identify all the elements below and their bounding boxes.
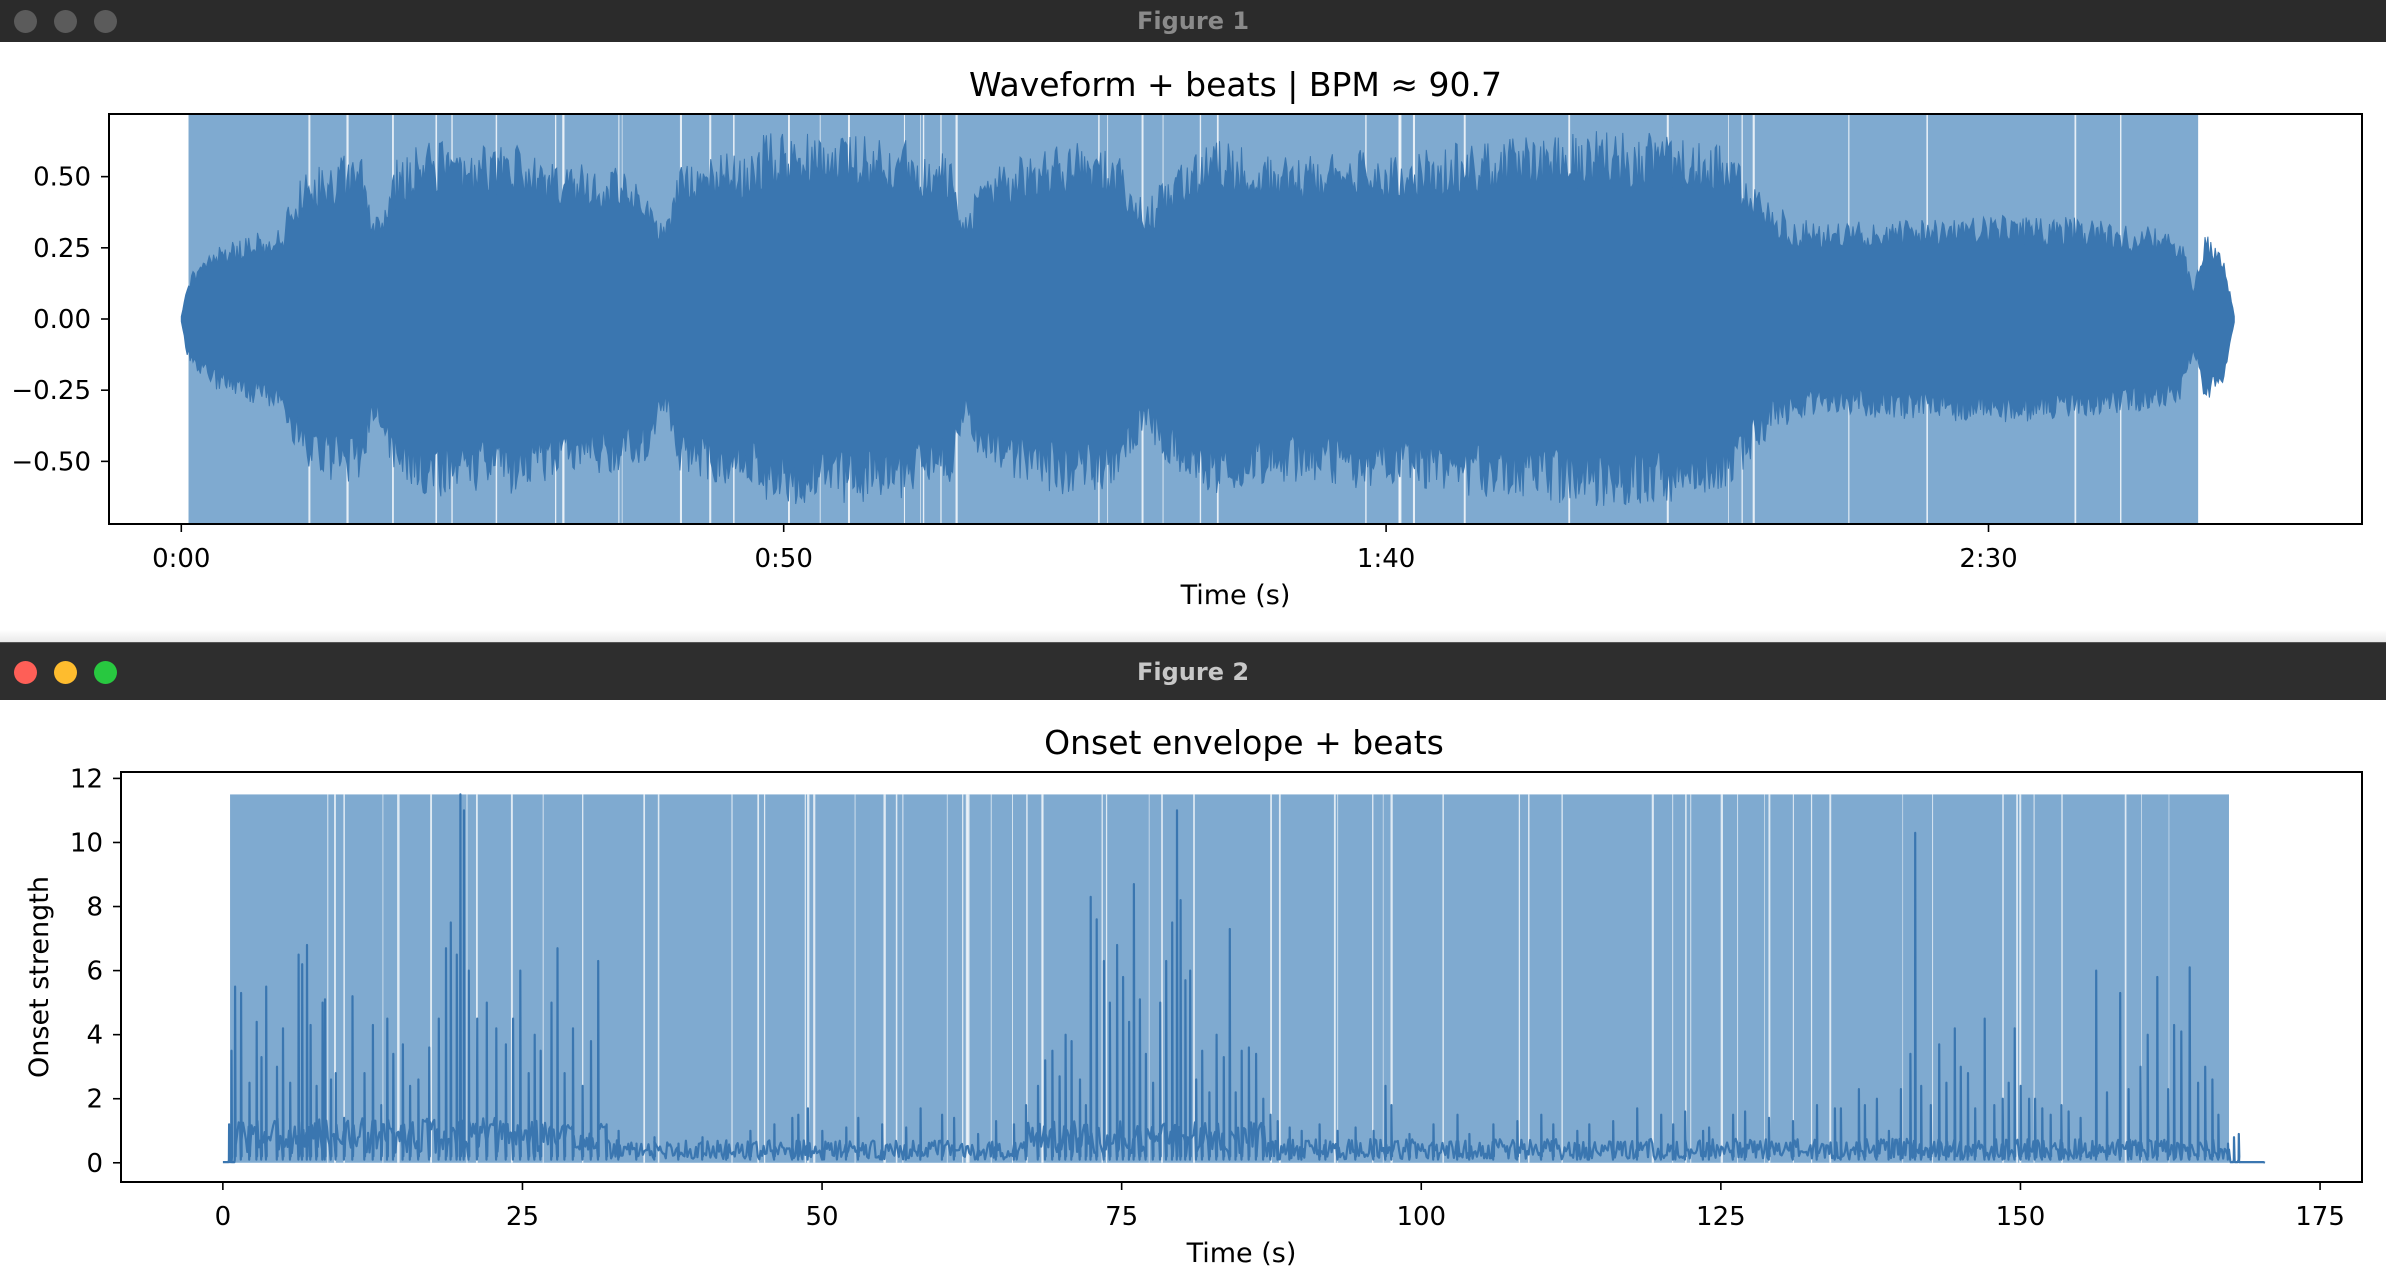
zoom-window-button[interactable] [94,9,117,33]
y-tick-label: 10 [70,828,103,858]
minimize-window-button[interactable] [54,660,77,684]
y-axis: 0 2 4 6 8 10 12 [70,764,121,1179]
window-controls [14,643,117,701]
window-divider [0,630,2386,642]
axes-frame [120,771,2363,1183]
x-tick-label: 1:40 [1357,544,1415,574]
y-tick-label: 4 [86,1021,103,1051]
y-tick-label: 0.50 [33,163,91,193]
y-tick-label: 0 [86,1149,103,1179]
waveform-plot [180,114,2235,524]
onset-strength-line [222,793,2266,1164]
figure2-canvas: 0 2 4 6 8 10 12 0 25 50 75 100 125 150 175 Time (s) Onse… [0,700,2386,1272]
minimize-window-button[interactable] [54,9,77,33]
x-tick-label: 75 [1105,1202,1138,1232]
waveform-trace [180,131,2235,507]
y-tick-label: −0.25 [11,376,91,406]
x-tick-label: 0:00 [152,544,210,574]
y-tick-label: 12 [70,764,103,794]
x-axis: 0:00 0:50 1:40 2:30 [152,524,2018,574]
x-tick-label: 125 [1696,1202,1746,1232]
waveform-chart: 0.50 0.25 0.00 −0.25 −0.50 0:00 0:50 1:40 2:30 Ti… [11,65,2363,611]
onset-chart: 0 2 4 6 8 10 12 0 25 50 75 100 125 150 175 Time (s) Onse… [24,723,2363,1269]
figure1-canvas: 0.50 0.25 0.00 −0.25 −0.50 0:00 0:50 1:40 2:30 Ti… [0,42,2386,642]
beat-gaps [327,794,2170,1163]
close-window-button[interactable] [14,660,37,684]
y-tick-label: 2 [86,1085,103,1115]
window-title: Figure 1 [1136,7,1250,35]
x-axis-label: Time (s) [1180,580,1291,611]
x-tick-label: 0:50 [754,544,812,574]
y-tick-label: 0.00 [33,305,91,335]
window-controls [14,0,117,42]
onset-plot [222,793,2266,1164]
window-titlebar-figure2[interactable]: Figure 2 [0,642,2386,701]
close-window-button[interactable] [14,9,37,33]
window-title: Figure 2 [1136,658,1250,686]
y-tick-label: 0.25 [33,234,91,264]
y-axis-label: Onset strength [24,876,55,1078]
x-tick-label: 25 [506,1202,539,1232]
y-tick-label: 8 [86,893,103,923]
zoom-window-button[interactable] [94,660,117,684]
chart-title: Onset envelope + beats [1044,723,1444,762]
x-tick-label: 50 [806,1202,839,1232]
x-axis-label: Time (s) [1186,1238,1297,1269]
y-tick-label: 6 [86,957,103,987]
y-axis: 0.50 0.25 0.00 −0.25 −0.50 [11,163,109,477]
x-tick-label: 175 [2295,1202,2345,1232]
x-tick-label: 2:30 [1959,544,2017,574]
x-tick-label: 100 [1396,1202,1446,1232]
x-tick-label: 0 [215,1202,232,1232]
y-tick-label: −0.50 [11,447,91,477]
chart-title: Waveform + beats | BPM ≈ 90.7 [969,65,1502,104]
x-axis: 0 25 50 75 100 125 150 175 [215,1182,2345,1232]
window-titlebar-figure1[interactable]: Figure 1 [0,0,2386,42]
x-tick-label: 150 [1996,1202,2046,1232]
